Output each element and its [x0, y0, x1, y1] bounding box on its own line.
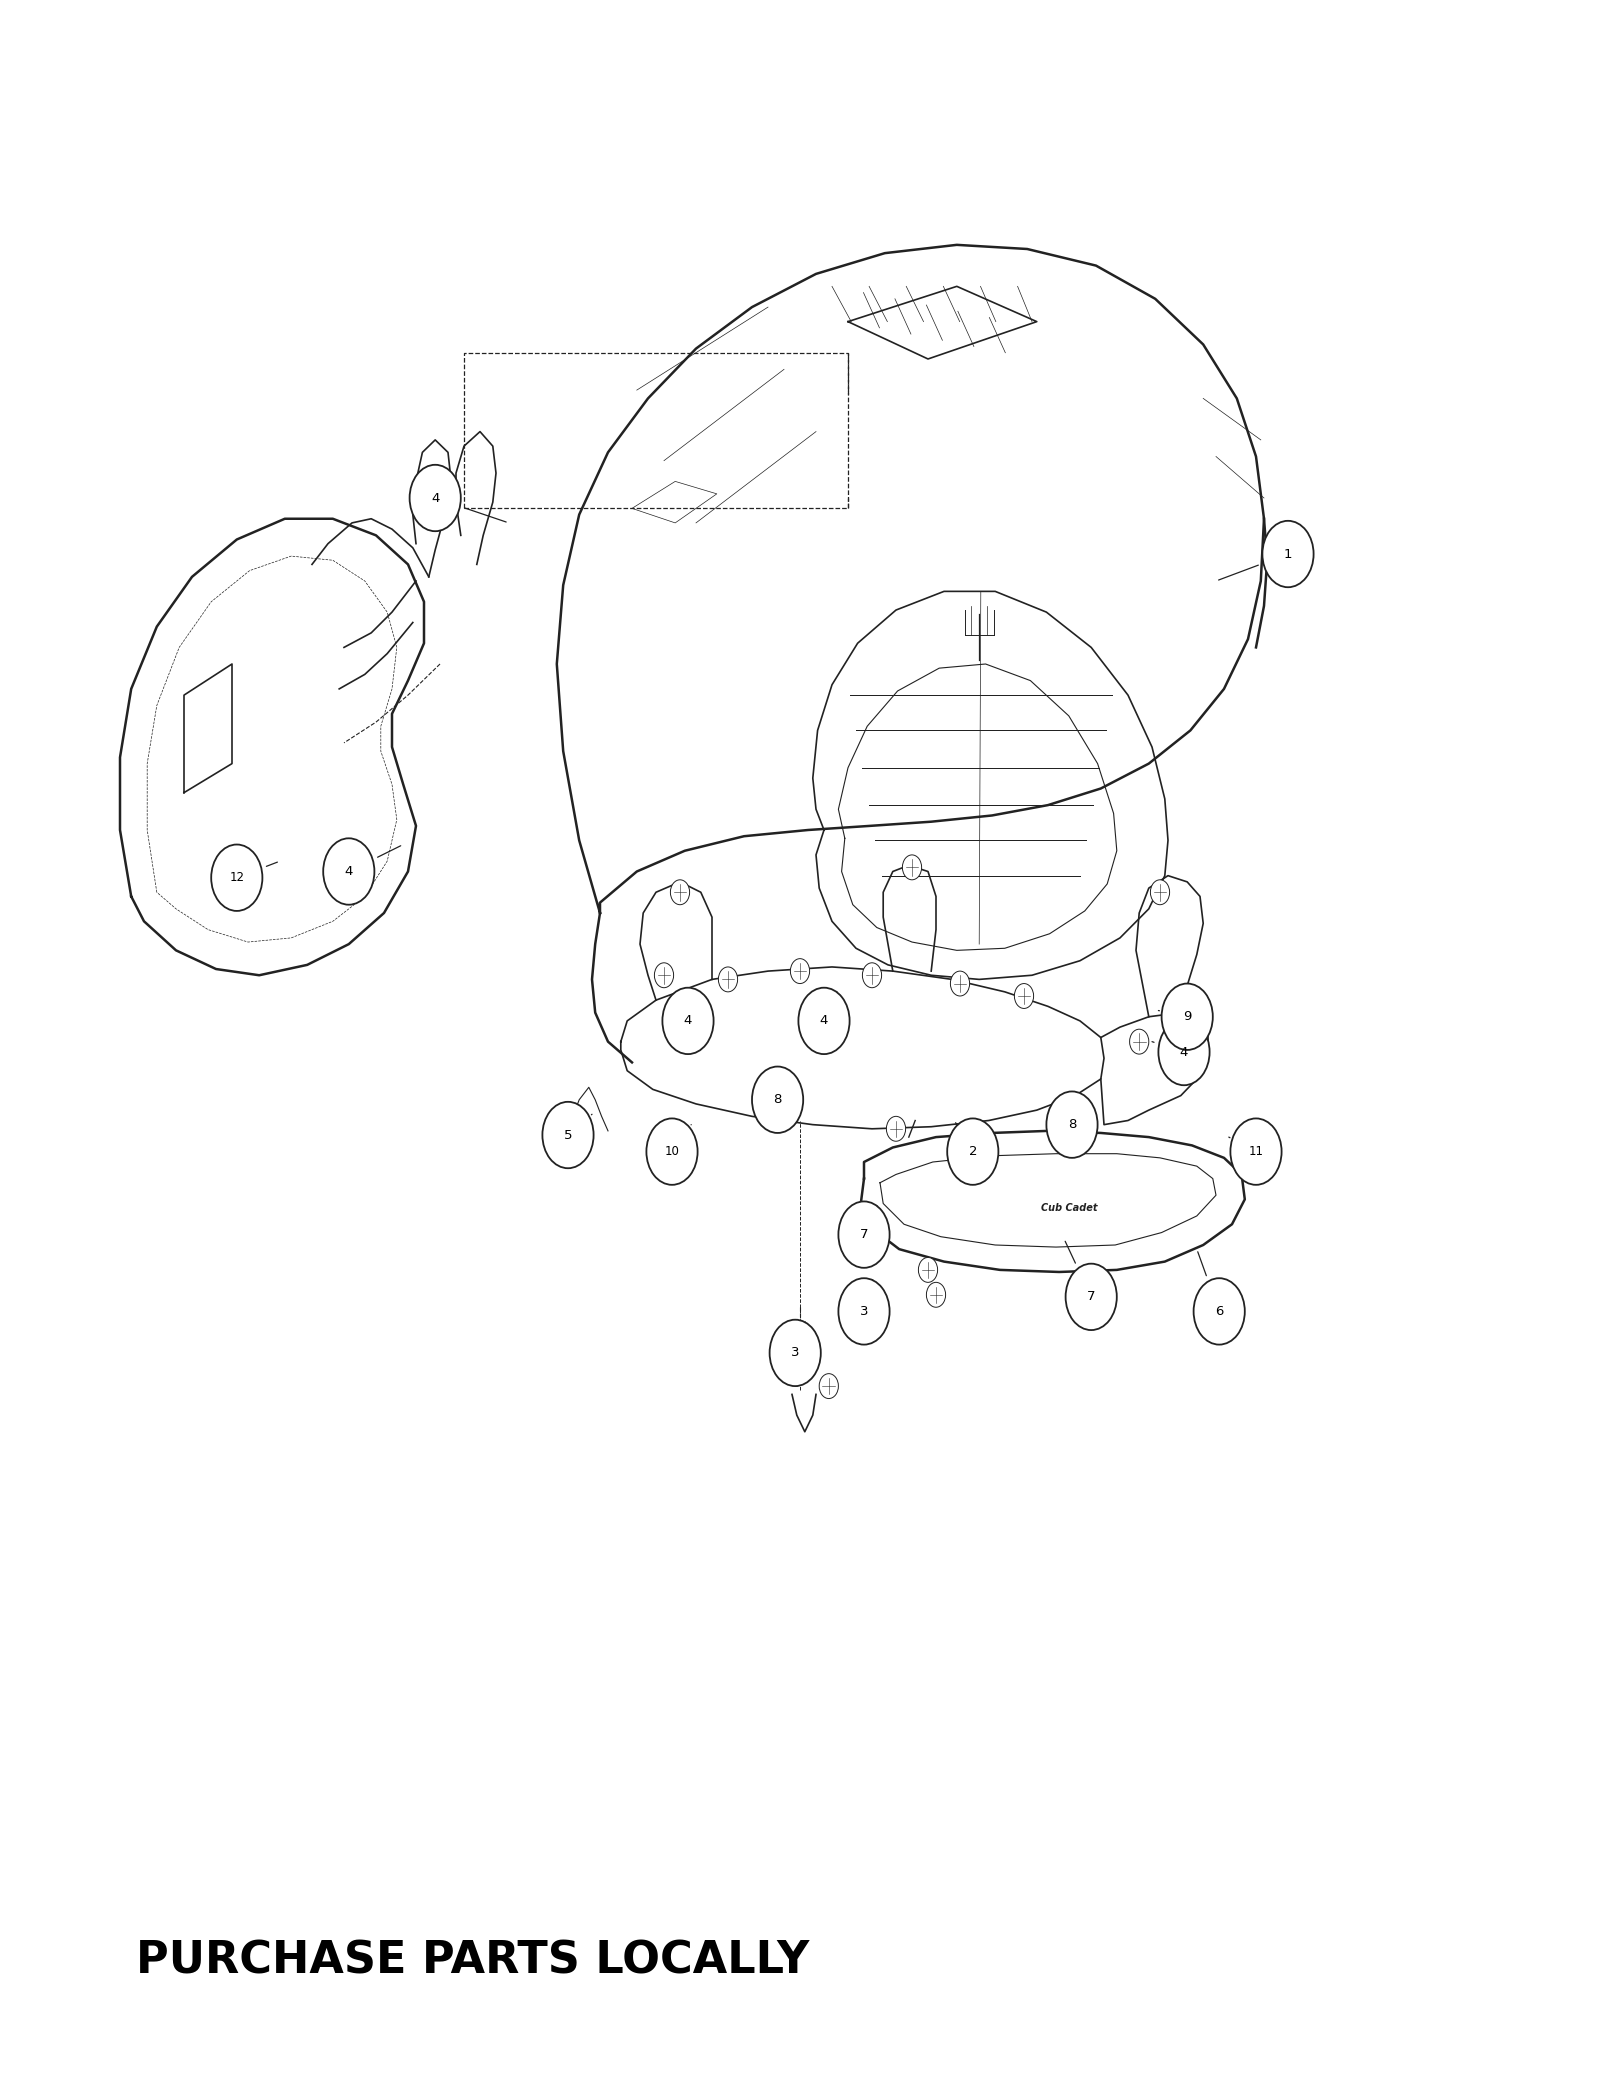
Text: PURCHASE PARTS LOCALLY: PURCHASE PARTS LOCALLY: [136, 1940, 810, 1982]
Text: 5: 5: [563, 1129, 573, 1141]
Text: 7: 7: [859, 1228, 869, 1241]
Circle shape: [654, 963, 674, 988]
Circle shape: [918, 1257, 938, 1282]
Text: 6: 6: [1214, 1305, 1224, 1318]
Text: 4: 4: [819, 1015, 829, 1027]
Circle shape: [1194, 1278, 1245, 1345]
Text: 7: 7: [1086, 1291, 1096, 1303]
Circle shape: [798, 988, 850, 1054]
Circle shape: [1230, 1118, 1282, 1185]
Text: 4: 4: [430, 492, 440, 504]
Text: Cub Cadet: Cub Cadet: [1040, 1204, 1098, 1212]
Text: 10: 10: [664, 1145, 680, 1158]
Circle shape: [770, 1320, 821, 1386]
Text: 4: 4: [683, 1015, 693, 1027]
Circle shape: [947, 1118, 998, 1185]
Circle shape: [790, 1357, 810, 1382]
Text: 11: 11: [1248, 1145, 1264, 1158]
Circle shape: [323, 838, 374, 905]
Text: 1: 1: [1283, 548, 1293, 560]
Text: 9: 9: [1182, 1011, 1192, 1023]
Circle shape: [1046, 1091, 1098, 1158]
Circle shape: [211, 845, 262, 911]
Text: 4: 4: [344, 865, 354, 878]
Circle shape: [1262, 521, 1314, 587]
Circle shape: [1014, 984, 1034, 1008]
Text: 12: 12: [229, 872, 245, 884]
Circle shape: [542, 1102, 594, 1168]
Circle shape: [1130, 1029, 1149, 1054]
Circle shape: [926, 1282, 946, 1307]
Text: 8: 8: [1067, 1118, 1077, 1131]
Text: 2: 2: [968, 1145, 978, 1158]
Text: 4: 4: [1179, 1046, 1189, 1058]
Text: 3: 3: [790, 1347, 800, 1359]
Circle shape: [790, 959, 810, 984]
Circle shape: [718, 967, 738, 992]
Circle shape: [1066, 1264, 1117, 1330]
Circle shape: [902, 855, 922, 880]
Circle shape: [1150, 880, 1170, 905]
Circle shape: [1158, 1019, 1210, 1085]
Circle shape: [1162, 984, 1213, 1050]
Circle shape: [862, 963, 882, 988]
Circle shape: [819, 1374, 838, 1399]
Circle shape: [646, 1118, 698, 1185]
Circle shape: [662, 988, 714, 1054]
Circle shape: [670, 880, 690, 905]
Circle shape: [838, 1278, 890, 1345]
Circle shape: [950, 971, 970, 996]
Text: 3: 3: [859, 1305, 869, 1318]
Text: 8: 8: [773, 1094, 782, 1106]
Circle shape: [410, 465, 461, 531]
Circle shape: [886, 1116, 906, 1141]
Circle shape: [838, 1201, 890, 1268]
Circle shape: [752, 1067, 803, 1133]
